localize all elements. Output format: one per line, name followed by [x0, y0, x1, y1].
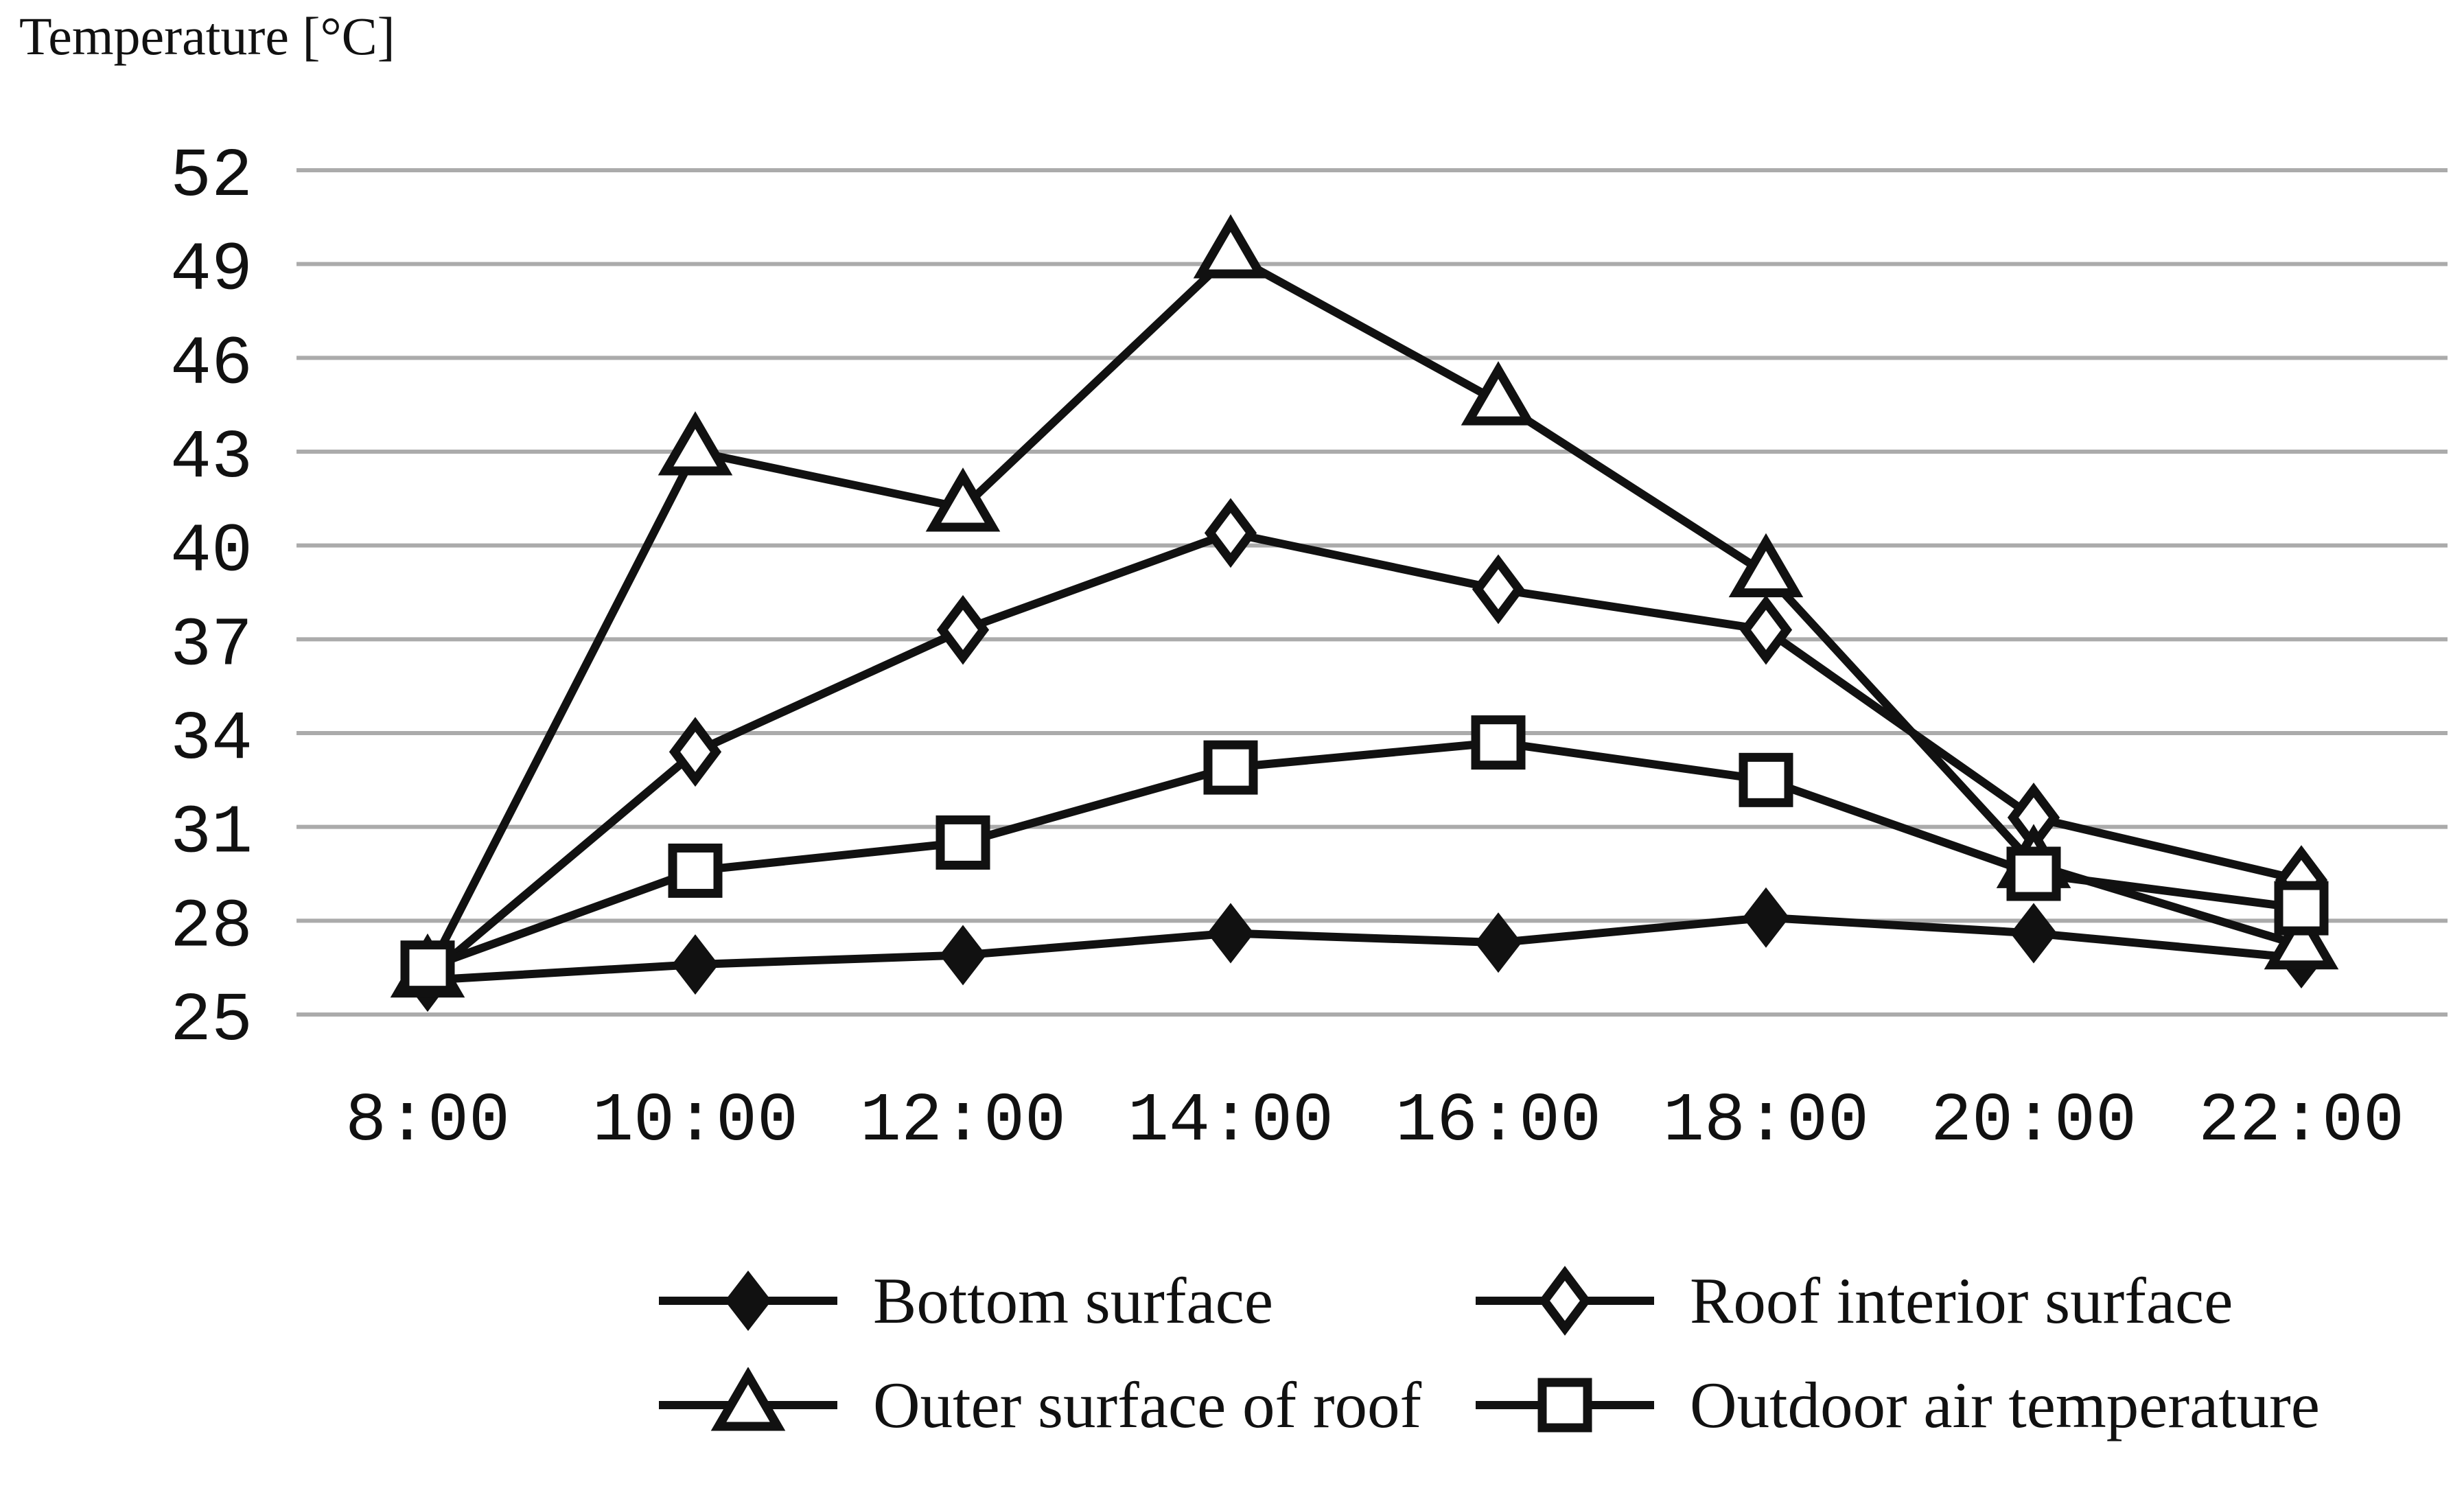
open-triangle-icon	[659, 1367, 837, 1431]
legend-label-roof-interior-surface: Roof interior surface	[1690, 1264, 2233, 1337]
open-triangle-marker	[925, 467, 1001, 532]
y-tick-label: 52	[170, 139, 253, 216]
open-diamond-marker	[936, 594, 990, 665]
open-triangle-marker	[1461, 361, 1536, 426]
y-tick-label: 28	[170, 889, 253, 966]
y-tick-label: 37	[170, 607, 253, 685]
open-diamond-marker	[669, 717, 722, 787]
open-triangle-marker	[1193, 214, 1268, 279]
series-line-filled-diamond	[427, 913, 2302, 984]
y-tick-label: 49	[170, 233, 253, 310]
open-diamond-marker	[1739, 594, 1793, 665]
series-line-open-diamond	[425, 529, 2303, 980]
filled-diamond-icon	[659, 1271, 837, 1331]
filled-diamond-marker	[940, 925, 986, 986]
x-tick-label: 10:00	[592, 1083, 798, 1161]
legend-item-bottom-surface: Bottom surface	[652, 1263, 1273, 1339]
x-tick-label: 16:00	[1395, 1083, 1601, 1161]
x-tick-label: 20:00	[1931, 1083, 2137, 1161]
open-square-marker	[935, 815, 990, 870]
x-tick-label: 22:00	[2198, 1083, 2404, 1161]
y-tick-label: 43	[170, 420, 253, 498]
series-line-open-triangle	[423, 251, 2303, 976]
legend-label-bottom-surface: Bottom surface	[873, 1264, 1274, 1337]
open-square-marker	[2006, 846, 2061, 901]
filled-diamond-marker	[1207, 903, 1254, 964]
open-triangle-marker	[1728, 533, 1804, 598]
legend-label-outdoor-air-temperature: Outdoor air temperature	[1690, 1369, 2320, 1441]
open-triangle-marker	[2264, 905, 2339, 970]
x-tick-label: 18:00	[1663, 1083, 1869, 1161]
series-line-open-square	[426, 738, 2302, 972]
filled-diamond-marker	[2010, 903, 2057, 964]
open-square-marker	[2274, 881, 2329, 936]
legend: Bottom surface Roof interior surface Out…	[0, 1263, 2464, 1472]
open-square-marker	[668, 843, 723, 898]
y-tick-label: 34	[170, 702, 253, 779]
legend-row: Outer surface of roof Outdoor air temper…	[0, 1367, 2464, 1472]
x-tick-label: 14:00	[1128, 1083, 1334, 1161]
legend-row: Bottom surface Roof interior surface	[0, 1263, 2464, 1367]
x-tick-label: 12:00	[860, 1083, 1066, 1161]
open-diamond-marker	[1472, 554, 1525, 625]
open-diamond-marker	[1204, 498, 1257, 568]
filled-diamond-marker	[672, 934, 719, 995]
legend-item-outdoor-air-temperature: Outdoor air temperature	[1469, 1367, 2320, 1443]
open-square-icon	[1476, 1378, 1654, 1433]
open-square-marker	[1739, 752, 1793, 807]
y-tick-label: 46	[170, 326, 253, 404]
open-triangle-marker	[658, 411, 733, 476]
filled-diamond-marker	[1743, 887, 1789, 948]
open-square-marker	[1471, 715, 1526, 770]
legend-item-outer-surface-of-roof: Outer surface of roof	[652, 1367, 1421, 1443]
open-diamond-icon	[1476, 1266, 1654, 1336]
y-tick-label: 31	[170, 796, 253, 873]
y-tick-label: 40	[170, 514, 253, 592]
open-square-marker	[400, 940, 455, 995]
filled-diamond-marker	[1475, 912, 1522, 973]
y-tick-label: 25	[170, 983, 253, 1061]
legend-label-outer-surface-of-roof: Outer surface of roof	[873, 1369, 1422, 1441]
legend-item-roof-interior-surface: Roof interior surface	[1469, 1263, 2233, 1339]
chart-title: Temperature [°C]	[19, 6, 395, 66]
x-tick-label: 8:00	[345, 1083, 510, 1161]
open-square-marker	[1203, 740, 1258, 795]
